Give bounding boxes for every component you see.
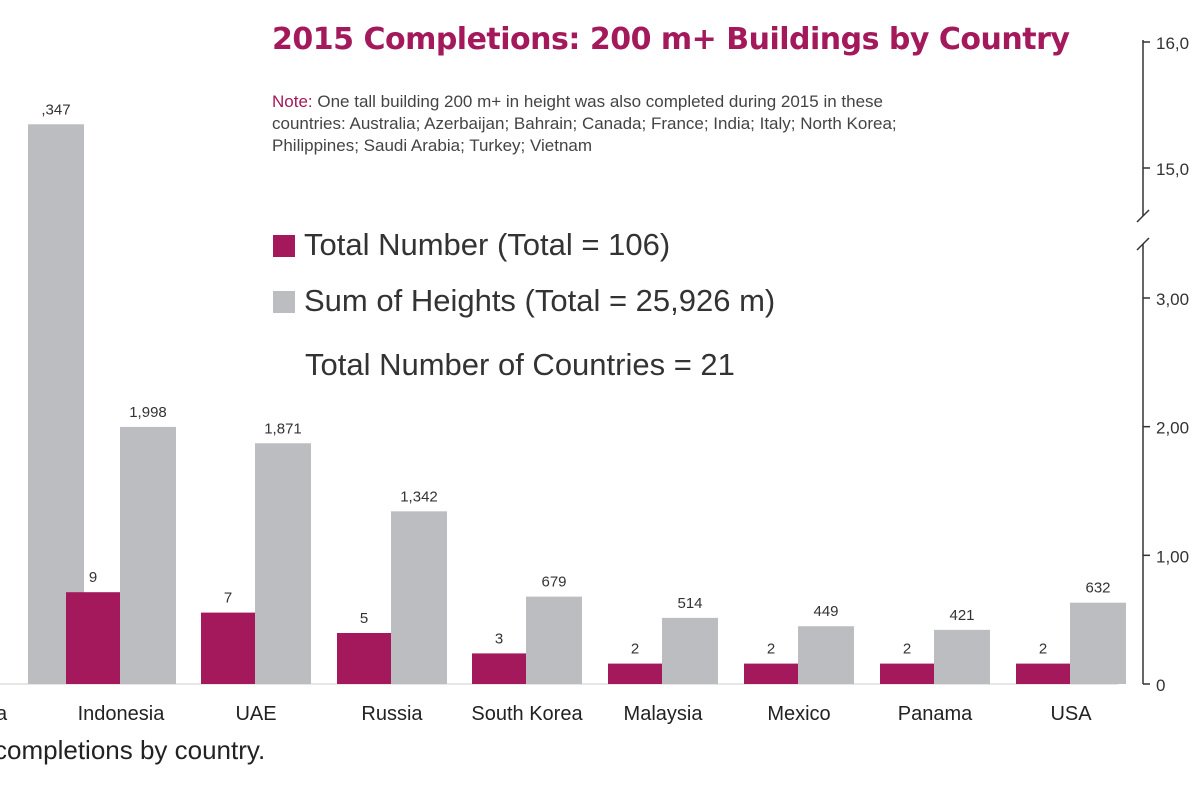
- bar-total-number: [880, 663, 934, 684]
- data-label-total-number: 7: [224, 590, 232, 607]
- category-labels: a Indonesia UAE Russia South Korea Malaysia Me…: [0, 703, 1092, 725]
- axis-tick-label: 3,00: [1156, 290, 1189, 309]
- bar-sum-of-heights: [934, 629, 990, 684]
- chart-title: 2015 Completions: 200 m+ Buildings by Co…: [272, 22, 1070, 57]
- data-label-sum-of-heights: 1,342: [400, 488, 438, 505]
- countries-note: Total Number of Countries = 21: [305, 347, 735, 382]
- axis-tick-label: 0: [1156, 676, 1165, 695]
- data-label-sum-of-heights: 632: [1085, 580, 1110, 597]
- data-labels: ,347 9 1,998 7 1,871 5 1,342 3 679 2 514 2 449 2 421 2 6…: [41, 101, 1110, 657]
- legend-label-sum-of-heights: Sum of Heights (Total = 25,926 m): [304, 283, 776, 318]
- figure-caption: completions by country.: [0, 735, 266, 765]
- data-label-total-number: 9: [89, 569, 97, 586]
- axis-break-mark: [1136, 209, 1150, 223]
- bar-sum-of-heights: [255, 443, 311, 684]
- data-label-sum-of-heights: 449: [813, 603, 838, 620]
- data-label-total-number: 3: [495, 630, 503, 647]
- bar-sum-of-heights: [28, 124, 84, 684]
- legend-item-sum-of-heights: Sum of Heights (Total = 25,926 m): [273, 281, 775, 321]
- data-label-total-number: 5: [360, 610, 368, 627]
- data-label-sum-of-heights: 514: [677, 595, 702, 612]
- legend-item-total-number: Total Number (Total = 106): [273, 225, 670, 265]
- bars: [28, 124, 1126, 684]
- axis-tick-label: 2,00: [1156, 419, 1189, 438]
- data-label-total-number: 2: [903, 641, 911, 658]
- data-label-total-number: 2: [1039, 641, 1047, 658]
- legend-label-total-number: Total Number (Total = 106): [304, 227, 671, 262]
- legend-swatch-total-number: [273, 235, 295, 257]
- data-label-sum-of-heights: 1,998: [129, 404, 167, 421]
- data-label-sum-of-heights: 421: [949, 607, 974, 624]
- bar-total-number: [201, 612, 255, 684]
- note-label: Note:: [272, 92, 313, 111]
- chart-note: Note: One tall building 200 m+ in height…: [272, 91, 932, 157]
- data-label-sum-of-heights: 1,871: [264, 420, 302, 437]
- category-label: USA: [1050, 703, 1092, 725]
- bar-sum-of-heights: [120, 426, 176, 684]
- axis-tick-label: 15,0: [1156, 160, 1189, 179]
- axis-tick-label: 16,0: [1156, 34, 1189, 53]
- bar-total-number: [744, 663, 798, 684]
- data-label-total-number: 2: [631, 641, 639, 658]
- bar-sum-of-heights: [798, 626, 854, 684]
- note-text: One tall building 200 m+ in height was a…: [272, 92, 897, 155]
- bar-total-number: [1016, 663, 1070, 684]
- bar-total-number: [337, 633, 391, 684]
- bar-total-number: [608, 663, 662, 684]
- data-label-sum-of-heights: 679: [541, 574, 566, 591]
- category-label: Indonesia: [78, 703, 166, 725]
- axis-tick-label: 1,00: [1156, 547, 1189, 566]
- bar-sum-of-heights: [391, 511, 447, 684]
- axis-break-mark: [1136, 237, 1150, 251]
- bar-total-number: [472, 653, 526, 684]
- right-axis: 0 1,00 2,00 3,00 15,0 16,0: [0, 34, 1189, 695]
- data-label-sum-of-heights: ,347: [41, 101, 70, 118]
- category-label: South Korea: [471, 703, 583, 725]
- bar-sum-of-heights: [1070, 602, 1126, 684]
- category-label: Mexico: [767, 703, 830, 725]
- data-label-total-number: 2: [767, 641, 775, 658]
- category-label: Malaysia: [624, 703, 704, 725]
- bar-total-number: [66, 592, 120, 684]
- bar-sum-of-heights: [526, 596, 582, 684]
- category-label: a: [0, 703, 8, 725]
- category-label: Panama: [898, 703, 973, 725]
- legend-swatch-sum-of-heights: [273, 291, 295, 313]
- bar-sum-of-heights: [662, 617, 718, 684]
- category-label: UAE: [235, 703, 276, 725]
- category-label: Russia: [361, 703, 423, 725]
